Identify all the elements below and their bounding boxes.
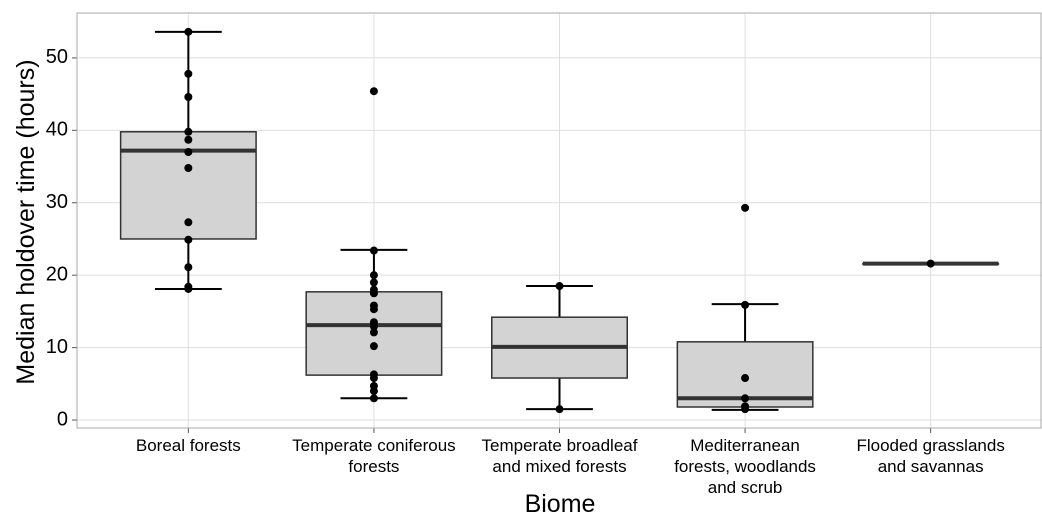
panel-border <box>76 12 1042 429</box>
point <box>555 405 564 414</box>
point <box>369 374 378 383</box>
point <box>741 374 750 383</box>
x-tick-label: Temperate coniferous forests <box>292 436 455 476</box>
point <box>184 218 193 227</box>
x-tick-label: Mediterranean forests, woodlands and scrub <box>674 436 816 497</box>
x-tick-label-line: Mediterranean <box>690 436 800 455</box>
x-tick-label: Flooded grasslands and savannas <box>856 436 1004 476</box>
x-tick-label-line: Flooded grasslands <box>856 436 1004 455</box>
point <box>926 259 935 268</box>
point <box>184 93 193 102</box>
point <box>369 322 378 331</box>
x-tick-label-line: forests, woodlands <box>674 457 816 476</box>
point <box>184 127 193 136</box>
point <box>184 284 193 293</box>
y-tick-label: 0 <box>57 408 68 430</box>
x-tick-label-line: Boreal forests <box>136 436 241 455</box>
point <box>369 387 378 396</box>
point <box>184 27 193 36</box>
point <box>184 135 193 144</box>
point <box>741 203 750 212</box>
point <box>369 289 378 298</box>
point <box>369 394 378 403</box>
y-tick-label: 10 <box>46 336 68 358</box>
point <box>555 282 564 291</box>
x-tick-label-line: Temperate broadleaf <box>482 436 638 455</box>
x-tick-label-line: Temperate coniferous <box>292 436 455 455</box>
point <box>369 246 378 255</box>
point <box>184 163 193 172</box>
point <box>741 405 750 414</box>
x-axis-title: Biome <box>525 490 596 518</box>
y-axis-title: Median holdover time (hours) <box>12 59 40 384</box>
point <box>369 271 378 280</box>
x-tick-label: Boreal forests <box>136 436 241 455</box>
x-tick-label-line: and scrub <box>708 478 783 497</box>
point <box>369 305 378 314</box>
point <box>184 148 193 157</box>
y-tick-label: 20 <box>46 263 68 285</box>
point <box>369 342 378 351</box>
point <box>369 328 378 337</box>
point <box>741 394 750 403</box>
y-tick-label: 40 <box>46 119 68 141</box>
point <box>184 263 193 272</box>
point <box>369 278 378 287</box>
y-tick-label: 30 <box>46 191 68 213</box>
point <box>184 235 193 244</box>
point <box>184 69 193 78</box>
y-tick-label: 50 <box>46 46 68 68</box>
point <box>741 300 750 309</box>
x-tick-label-line: forests <box>348 457 399 476</box>
x-tick-label: Temperate broadleaf and mixed forests <box>482 436 638 476</box>
point <box>369 87 378 96</box>
x-tick-label-line: and savannas <box>878 457 984 476</box>
x-tick-label-line: and mixed forests <box>492 457 626 476</box>
